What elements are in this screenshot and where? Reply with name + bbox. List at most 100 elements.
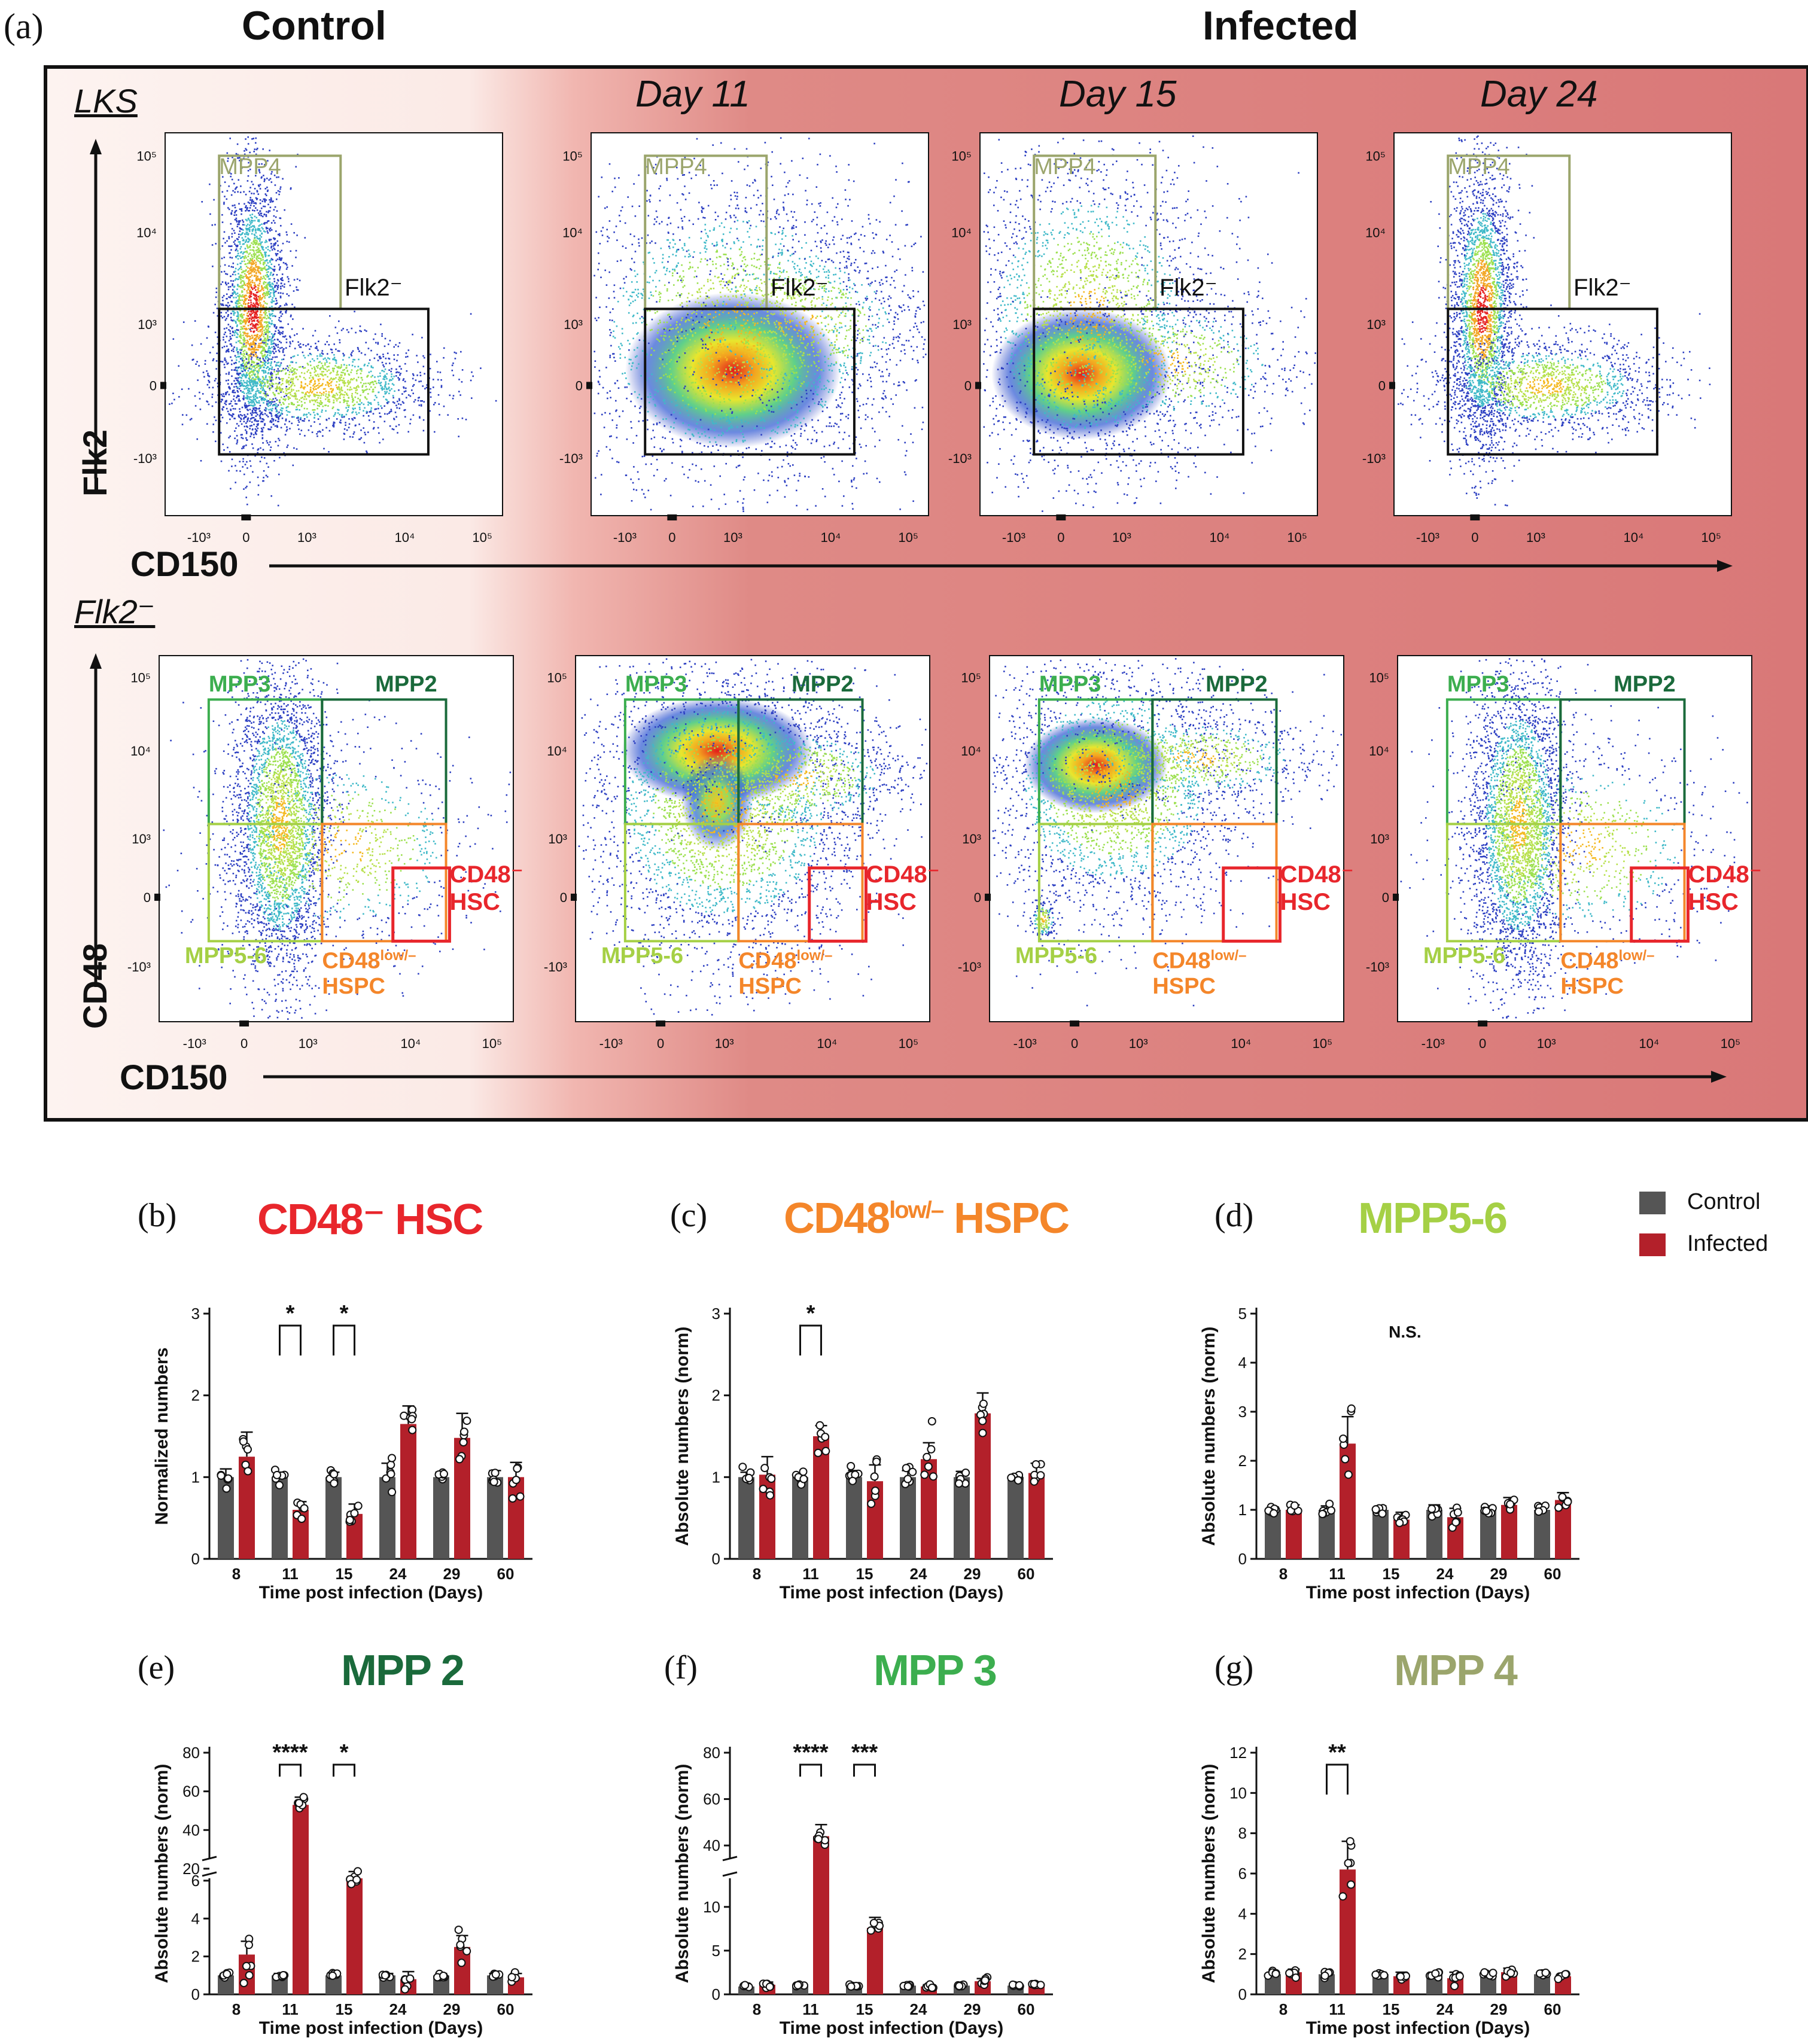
cd48-plot-3-ytick: 0 xyxy=(1382,890,1389,905)
chart-f-ytick: 80 xyxy=(703,1744,720,1762)
data-point-c xyxy=(766,1491,775,1500)
data-point-g xyxy=(1320,1971,1329,1980)
data-point-b xyxy=(513,1464,522,1473)
data-point-c xyxy=(815,1421,824,1430)
cd48-plot-1-y-zero-mark xyxy=(571,893,577,901)
day-label-11: Day 11 xyxy=(635,73,750,115)
flk2-plot-3-xtick: 10³ xyxy=(1526,530,1545,545)
data-point-c xyxy=(920,1470,929,1479)
hsc-gate-label: CD48⁻ HSC xyxy=(866,861,939,916)
flk2-plot-1-ytick: -10³ xyxy=(559,451,583,466)
bar-e-infected-15 xyxy=(346,1878,363,1994)
cd48-plot-0-xtick: 10⁵ xyxy=(482,1036,503,1051)
data-point-c xyxy=(760,1464,769,1473)
flk2-plot-1-xtick: 10⁴ xyxy=(820,530,841,545)
chart-c-xtick: 11 xyxy=(802,1565,819,1583)
chart-b-xlabel: Time post infection (Days) xyxy=(259,1583,483,1603)
bar-c-control-29 xyxy=(954,1477,970,1559)
flk2-neg-gate xyxy=(644,307,856,456)
hsc-gate-label: CD48⁻ HSC xyxy=(449,861,523,916)
bar-chart-e: Absolute numbers (norm) Time post infecti… xyxy=(152,1740,532,2038)
chart-e-xtick: 24 xyxy=(389,2000,407,2018)
hsc-gate xyxy=(808,866,868,943)
chart-g-ytick: 2 xyxy=(1238,1945,1247,1963)
flk2-plot-2-xtick: 10³ xyxy=(1112,530,1131,545)
chart-d-xtick: 60 xyxy=(1544,1565,1562,1583)
panel-e-letter: (e) xyxy=(138,1649,175,1687)
bar-d-control-15 xyxy=(1372,1510,1389,1559)
chart-e-ytick: 4 xyxy=(191,1909,200,1927)
cd48-plot-3-y-zero-mark xyxy=(1393,893,1399,901)
cd48-plot-0-ytick: -10³ xyxy=(127,959,151,974)
flk2-plot-2-ytick: -10³ xyxy=(948,451,972,466)
panel-c-letter: (c) xyxy=(670,1196,707,1235)
data-point-c xyxy=(954,1479,963,1488)
mpp2-gate-label: MPP2 xyxy=(1614,672,1675,697)
cd48-plot-1-ytick: 0 xyxy=(560,890,567,905)
data-point-f xyxy=(1036,1981,1045,1990)
row1-x-axis-label: CD150 xyxy=(130,544,239,584)
cd48-plot-0-xtick: 10³ xyxy=(299,1036,318,1051)
cd48-plot-2-xtick: 10⁴ xyxy=(1231,1036,1251,1051)
bar-f-infected-15 xyxy=(867,1927,883,1994)
bar-c-control-11 xyxy=(792,1477,808,1559)
data-point-b xyxy=(408,1425,417,1434)
data-point-d xyxy=(1344,1470,1353,1479)
data-point-d xyxy=(1395,1518,1404,1527)
chart-e-ylabel: Absolute numbers (norm) xyxy=(152,1764,172,1984)
hsc-gate-label: CD48⁻ HSC xyxy=(1688,861,1761,916)
data-point-b xyxy=(222,1484,231,1493)
data-point-g xyxy=(1480,1968,1489,1977)
chart-f-xtick: 15 xyxy=(856,2000,873,2018)
data-point-d xyxy=(1563,1497,1572,1506)
data-point-g xyxy=(1396,1972,1405,1981)
significance-label-e: **** xyxy=(272,1740,308,1765)
data-point-e xyxy=(406,1974,415,1983)
scatter-cloud xyxy=(592,684,928,885)
data-point-c xyxy=(927,1445,936,1454)
scatter-cloud xyxy=(169,310,497,467)
day-label-15: Day 15 xyxy=(1059,73,1176,115)
flk2-plot-0-ytick: 0 xyxy=(150,378,157,393)
chart-f-break-mark xyxy=(722,1871,738,1877)
data-point-d xyxy=(1506,1500,1515,1509)
significance-bracket-f xyxy=(799,1763,822,1777)
flk2-plot-3-xtick: 10⁵ xyxy=(1701,530,1721,545)
legend-infected-label: Infected xyxy=(1687,1231,1768,1257)
data-point-c xyxy=(821,1433,830,1442)
cd48-plot-0-ytick: 10³ xyxy=(132,831,151,846)
chart-f-xtick: 24 xyxy=(910,2000,927,2018)
row1-population-label: LKS xyxy=(74,81,138,120)
data-point-e xyxy=(381,1971,389,1980)
mpp4-gate-label: MPP4 xyxy=(1448,154,1509,180)
bar-d-infected-29 xyxy=(1501,1504,1517,1559)
data-point-c xyxy=(929,1472,938,1481)
chart-e-ytick: 60 xyxy=(182,1783,200,1801)
data-point-b xyxy=(407,1415,416,1424)
data-point-f xyxy=(981,1976,990,1985)
bar-c-infected-11 xyxy=(813,1436,829,1559)
bar-d-control-60 xyxy=(1534,1510,1550,1559)
data-point-g xyxy=(1291,1973,1300,1982)
chart-e-ytick: 2 xyxy=(191,1948,200,1966)
chart-e-xtick: 8 xyxy=(232,2000,241,2018)
mpp4-gate-label: MPP4 xyxy=(645,154,707,180)
data-point-g xyxy=(1344,1859,1353,1868)
data-point-f xyxy=(847,1982,856,1991)
hsc-gate xyxy=(1630,866,1690,943)
bar-d-control-29 xyxy=(1480,1510,1496,1559)
data-point-g xyxy=(1371,1970,1380,1979)
flk2-plot-1-xtick: 10³ xyxy=(723,530,742,545)
bar-c-infected-60 xyxy=(1028,1473,1045,1559)
cd48-plot-1-xtick: -10³ xyxy=(599,1036,623,1051)
data-point-d xyxy=(1318,1510,1327,1518)
data-point-f xyxy=(741,1981,750,1990)
chart-d-ytick: 3 xyxy=(1238,1403,1247,1421)
significance-bracket-b xyxy=(333,1324,355,1355)
bar-b-control-11 xyxy=(272,1477,288,1559)
data-point-d xyxy=(1325,1500,1334,1508)
chart-d-ytick: 0 xyxy=(1238,1550,1247,1568)
scatter-cloud xyxy=(616,177,926,498)
flk2-plot-3-xtick: 10⁴ xyxy=(1623,530,1643,545)
cd48-plot-3-xtick: 10³ xyxy=(1537,1036,1556,1051)
